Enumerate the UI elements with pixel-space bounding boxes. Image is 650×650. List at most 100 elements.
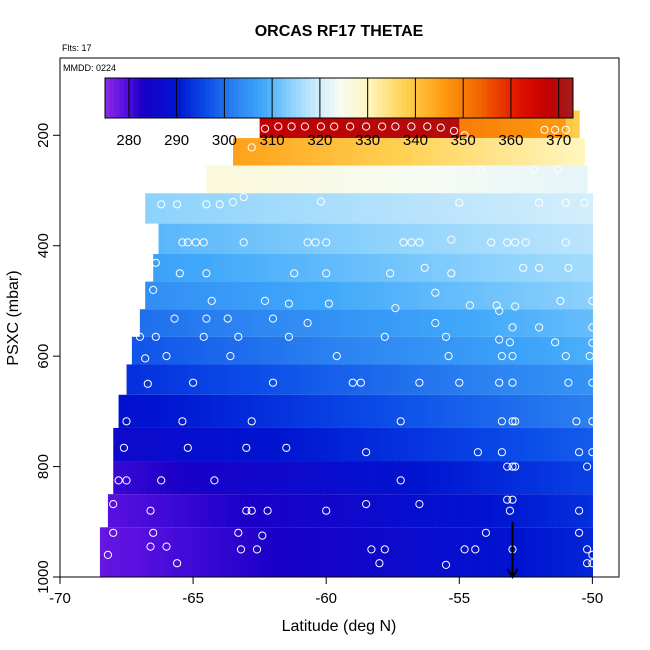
heat-cell xyxy=(213,427,221,462)
heat-cell xyxy=(165,281,173,310)
heat-cell xyxy=(206,165,214,194)
heat-cell xyxy=(325,281,333,310)
obs-point xyxy=(508,323,517,332)
heat-cell xyxy=(559,494,567,528)
heat-cell xyxy=(306,364,314,395)
colorbar-cell xyxy=(525,78,531,118)
heat-cell xyxy=(332,281,340,310)
heat-cell xyxy=(498,336,507,365)
heat-cell xyxy=(545,193,553,224)
obs-point xyxy=(215,200,224,209)
chart-title: ORCAS RF17 THETAE xyxy=(255,23,424,40)
heat-cell xyxy=(525,110,534,139)
heat-cell xyxy=(299,461,307,495)
heat-cell xyxy=(151,336,160,365)
heat-cell xyxy=(445,427,454,462)
colorbar-cell xyxy=(429,78,436,118)
heat-cell xyxy=(446,165,455,194)
colorbar-cell xyxy=(420,78,426,118)
obs-point xyxy=(362,448,371,457)
heat-cell xyxy=(373,165,381,194)
colorbar-cell xyxy=(520,78,526,118)
heat-cell xyxy=(532,364,540,395)
heat-cell xyxy=(279,165,288,194)
obs-point xyxy=(178,238,187,247)
heat-cell xyxy=(325,193,333,224)
heat-cell xyxy=(426,309,434,337)
obs-point xyxy=(300,122,309,131)
heat-cell xyxy=(492,394,500,428)
heat-cell xyxy=(205,336,213,365)
heat-cell xyxy=(139,309,148,337)
heat-cell xyxy=(459,309,467,337)
heat-cell xyxy=(392,193,400,224)
heat-cell xyxy=(266,309,274,337)
colorbar-cell xyxy=(386,78,393,118)
colorbar-tick-label: 320 xyxy=(307,132,332,149)
heat-cell xyxy=(300,494,308,528)
heat-cell xyxy=(512,110,520,139)
heat-cell xyxy=(519,461,527,495)
heat-cell xyxy=(479,461,487,495)
heat-cell xyxy=(419,427,427,462)
heat-cell xyxy=(419,110,427,139)
heat-cell xyxy=(465,254,474,282)
heat-cell xyxy=(458,193,467,224)
heat-cell xyxy=(272,193,280,224)
heat-cell xyxy=(360,165,368,194)
heat-cell xyxy=(292,281,300,310)
obs-point xyxy=(378,122,387,131)
heat-cell xyxy=(565,223,573,255)
obs-point xyxy=(199,238,208,247)
heat-cell xyxy=(246,165,254,194)
colorbar-cell xyxy=(186,78,192,118)
heat-cell xyxy=(319,364,327,395)
heat-cell xyxy=(524,138,532,166)
heat-cell xyxy=(206,254,214,282)
heat-cell xyxy=(312,193,320,224)
heat-cell xyxy=(306,110,314,139)
heat-cell xyxy=(393,165,401,194)
heat-cell xyxy=(200,494,209,528)
obs-point xyxy=(287,122,296,131)
colorbar-cell xyxy=(119,78,125,118)
colorbar-cell xyxy=(248,78,254,118)
heat-cell xyxy=(465,394,473,428)
heat-cell xyxy=(198,394,206,428)
heat-cell xyxy=(565,110,574,139)
heat-cell xyxy=(572,281,580,310)
heat-cell xyxy=(193,364,201,395)
heat-cell xyxy=(279,427,287,462)
heat-cell xyxy=(478,336,487,365)
heat-cell xyxy=(445,394,453,428)
obs-point xyxy=(242,506,251,515)
heat-cell xyxy=(259,364,267,395)
heat-cell xyxy=(366,527,374,577)
heat-cell xyxy=(352,281,360,310)
obs-point xyxy=(407,122,416,131)
heat-cell xyxy=(473,165,481,194)
heat-cell xyxy=(580,165,588,194)
heat-cell xyxy=(392,527,400,577)
colorbar-cell xyxy=(195,78,202,118)
obs-point xyxy=(236,545,246,554)
heat-cell xyxy=(113,527,121,577)
heat-cell xyxy=(292,193,300,224)
heat-cell xyxy=(259,527,267,577)
heat-cell xyxy=(418,138,426,166)
heat-cell xyxy=(346,494,355,528)
heat-cell xyxy=(479,309,487,337)
heat-cell xyxy=(299,110,307,139)
heat-cell xyxy=(272,110,281,139)
heat-cell xyxy=(233,527,241,577)
heat-cell xyxy=(413,165,421,194)
heat-cell xyxy=(492,336,500,365)
obs-point xyxy=(588,296,597,305)
heat-cell xyxy=(520,165,528,194)
heat-cell xyxy=(532,527,540,577)
obs-point xyxy=(282,443,291,452)
heat-cell xyxy=(426,461,434,495)
heat-cell xyxy=(352,193,360,224)
heat-cell xyxy=(326,309,334,337)
obs-point xyxy=(149,528,158,537)
